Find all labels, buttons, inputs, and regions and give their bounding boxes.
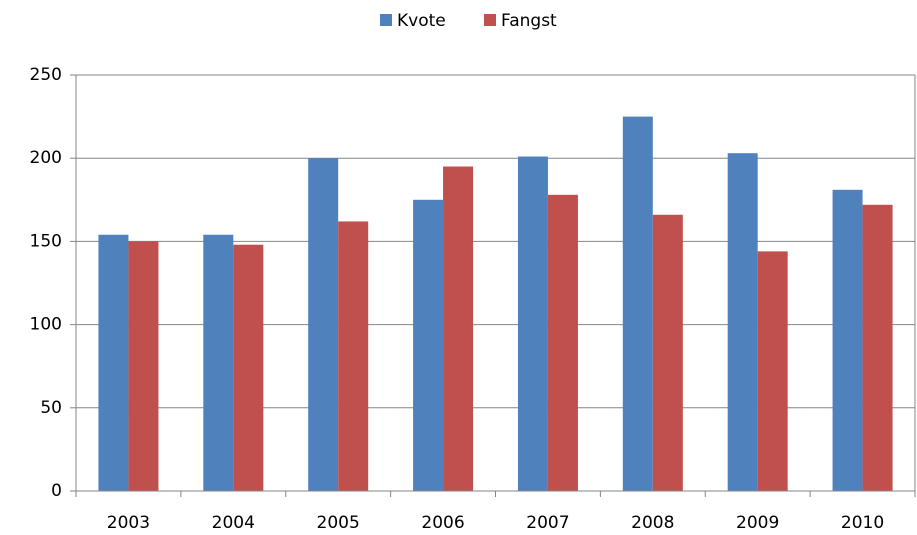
x-tick-label: 2010 — [841, 513, 884, 533]
bar — [128, 241, 159, 491]
bar — [203, 234, 234, 491]
bar — [308, 158, 339, 491]
bar — [338, 221, 369, 491]
x-tick-label: 2007 — [526, 513, 569, 533]
legend-label: Fangst — [501, 11, 557, 31]
y-tick-label: 200 — [30, 148, 62, 168]
bar — [862, 204, 893, 492]
bar — [233, 244, 264, 491]
bar — [98, 234, 129, 491]
x-tick-label: 2006 — [421, 513, 464, 533]
bar — [443, 166, 474, 491]
x-tick-label: 2009 — [736, 513, 779, 533]
x-tick-label: 2005 — [317, 513, 360, 533]
bar — [757, 251, 788, 491]
legend-label: Kvote — [397, 11, 446, 31]
x-tick-label: 2004 — [212, 513, 255, 533]
y-tick-label: 150 — [30, 231, 62, 251]
bar — [517, 156, 548, 491]
y-tick-label: 0 — [51, 481, 62, 501]
bar — [622, 116, 653, 491]
x-tick-label: 2003 — [107, 513, 150, 533]
bar — [727, 153, 758, 491]
x-tick-label: 2008 — [631, 513, 674, 533]
bar — [832, 189, 863, 492]
legend-swatch — [380, 14, 392, 26]
y-tick-label: 100 — [30, 315, 62, 335]
y-tick-label: 250 — [30, 65, 62, 85]
bar — [413, 199, 444, 492]
bar — [547, 194, 578, 492]
y-tick-label: 50 — [40, 398, 62, 418]
bar — [652, 214, 683, 491]
legend-swatch — [484, 14, 496, 26]
